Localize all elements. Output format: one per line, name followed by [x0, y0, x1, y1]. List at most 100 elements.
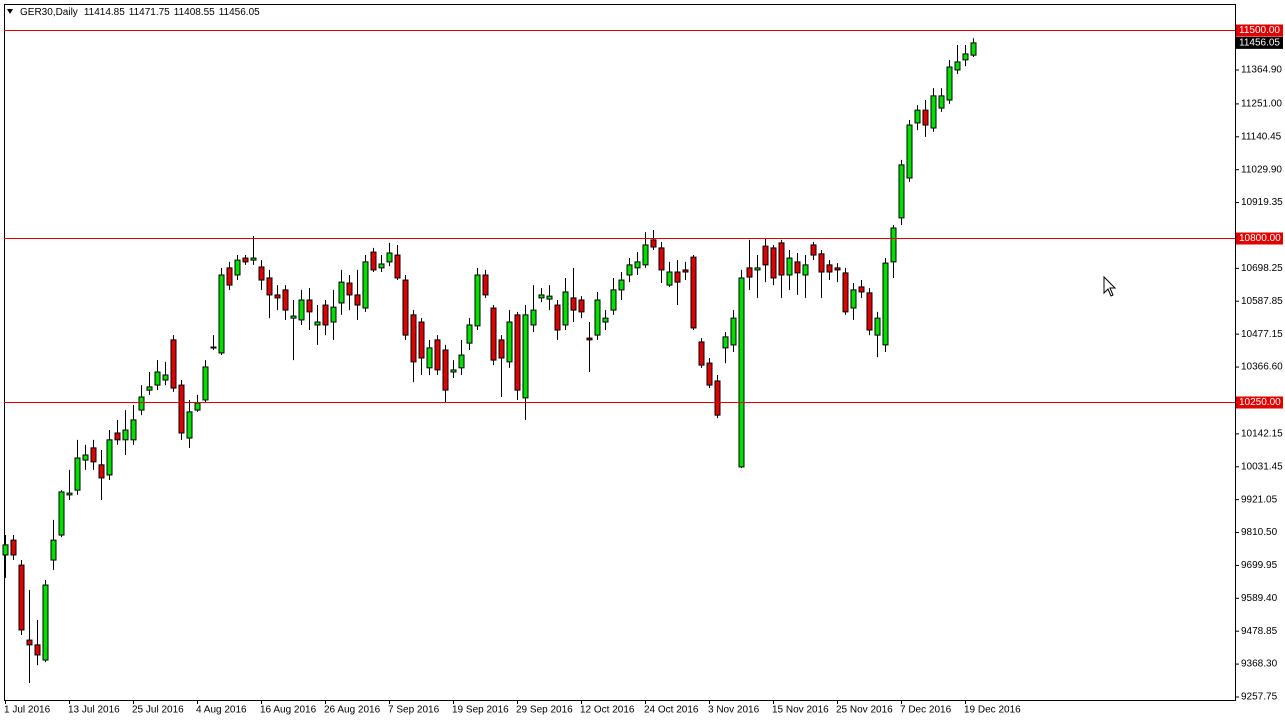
- candle-body: [898, 164, 905, 219]
- candle-body: [538, 294, 545, 299]
- candle-body: [658, 247, 665, 271]
- candle-body: [778, 242, 785, 276]
- candle-body: [194, 402, 201, 411]
- candle-body: [234, 259, 241, 276]
- candle-body: [962, 53, 969, 61]
- candle-body: [146, 386, 153, 391]
- x-tick-label: 16 Aug 2016: [260, 705, 317, 716]
- candle-body: [698, 341, 705, 366]
- candle-body: [914, 109, 921, 124]
- candle-body: [786, 257, 793, 276]
- y-tick-label: 10142.15: [1241, 428, 1283, 439]
- candle-body: [586, 337, 593, 341]
- x-tick-label: 7 Sep 2016: [388, 705, 440, 716]
- candle-body: [226, 267, 233, 286]
- y-tick-label: 9810.50: [1241, 527, 1278, 538]
- y-tick-label: 10031.45: [1241, 461, 1283, 472]
- candle-body: [834, 267, 841, 271]
- candle-body: [754, 267, 761, 271]
- candle-body: [298, 299, 305, 321]
- candle-body: [42, 584, 49, 661]
- menu-triangle[interactable]: [7, 9, 13, 14]
- candle-body: [138, 396, 145, 411]
- candle-body: [690, 256, 697, 329]
- candle-body: [746, 267, 753, 278]
- candle-body: [98, 464, 105, 479]
- candle-body: [114, 432, 121, 441]
- candle-body: [458, 354, 465, 369]
- candle-body: [186, 411, 193, 439]
- last-price-box: [1236, 36, 1283, 49]
- candle-body: [362, 261, 369, 309]
- candle-body: [618, 279, 625, 291]
- candle-body: [370, 251, 377, 271]
- candle-body: [546, 295, 553, 300]
- y-tick-label: 11364.90: [1241, 65, 1282, 76]
- header-high: 11471.75: [129, 7, 170, 18]
- candle-body: [554, 304, 561, 331]
- header-close: 11456.05: [219, 7, 260, 18]
- x-tick-label: 12 Oct 2016: [580, 705, 635, 716]
- candle-body: [250, 257, 257, 261]
- y-tick-label: 10477.15: [1241, 329, 1283, 340]
- candle-body: [378, 263, 385, 269]
- candle-body: [938, 95, 945, 109]
- candle-body: [682, 269, 689, 273]
- candle-body: [946, 66, 953, 101]
- candles: [2, 38, 977, 683]
- candle-body: [930, 95, 937, 129]
- candle-body: [570, 297, 577, 311]
- x-tick-label: 1 Jul 2016: [4, 705, 51, 716]
- candle-body: [610, 289, 617, 311]
- x-tick-label: 26 Aug 2016: [324, 705, 381, 716]
- candle-body: [314, 321, 321, 326]
- y-tick-label: 9699.95: [1241, 560, 1278, 571]
- candle-body: [258, 266, 265, 281]
- candle-body: [274, 294, 281, 299]
- candle-body: [162, 374, 169, 381]
- x-tick-label: 25 Jul 2016: [132, 705, 184, 716]
- candle-body: [794, 261, 801, 274]
- y-tick-label: 10587.85: [1241, 296, 1283, 307]
- candle-body: [154, 371, 161, 386]
- candle-body: [338, 281, 345, 304]
- candle-body: [354, 294, 361, 306]
- candle-body: [634, 261, 641, 269]
- candle-body: [426, 347, 433, 369]
- candle-body: [866, 292, 873, 331]
- candle-body: [626, 264, 633, 276]
- candle-body: [906, 124, 913, 179]
- candle-body: [842, 272, 849, 313]
- candle-body: [50, 539, 57, 561]
- x-tick-label: 15 Nov 2016: [772, 705, 829, 716]
- candle-body: [642, 244, 649, 266]
- candle-body: [562, 291, 569, 326]
- y-tick-label: 9257.75: [1241, 692, 1278, 703]
- candle-body: [82, 454, 89, 461]
- candle-body: [482, 274, 489, 296]
- candle-body: [722, 336, 729, 349]
- candle-body: [450, 369, 457, 373]
- candle-body: [506, 321, 513, 363]
- candle-body: [402, 279, 409, 336]
- x-tick-label: 3 Nov 2016: [708, 705, 760, 716]
- x-tick-label: 24 Oct 2016: [644, 705, 699, 716]
- candle-body: [178, 384, 185, 434]
- candle-body: [210, 346, 217, 349]
- candle-body: [202, 366, 209, 401]
- plot-frame: [4, 4, 1236, 701]
- candle-body: [322, 304, 329, 326]
- x-tick-label: 7 Dec 2016: [900, 705, 952, 716]
- candle-body: [306, 299, 313, 313]
- candle-body: [330, 306, 337, 323]
- candle-body: [810, 244, 817, 256]
- candle-body: [826, 264, 833, 273]
- candle-body: [858, 286, 865, 293]
- candle-body: [490, 307, 497, 361]
- x-tick-label: 4 Aug 2016: [196, 705, 247, 716]
- candle-body: [594, 299, 601, 336]
- candle-body: [890, 227, 897, 263]
- mouse-cursor: [1103, 275, 1117, 297]
